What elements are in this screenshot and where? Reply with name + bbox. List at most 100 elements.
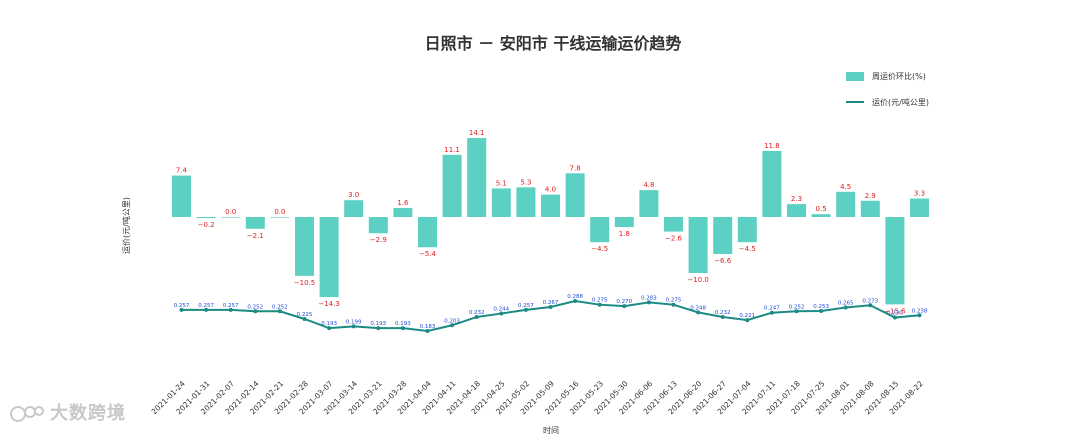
line-point: [769, 310, 774, 315]
bar-data-label: 2.9: [865, 192, 876, 200]
legend-item-line[interactable]: 运价(元/吨公里): [846, 94, 929, 110]
bar: [344, 200, 364, 217]
line-data-label: 0.199: [346, 319, 362, 325]
bar: [295, 217, 314, 276]
bar-data-label: 7.4: [176, 167, 188, 175]
bar: [565, 173, 585, 217]
bar-data-label: 11.1: [444, 146, 460, 154]
line-data-label: 0.283: [641, 295, 657, 301]
bar: [885, 217, 905, 305]
line-data-label: 0.244: [493, 307, 509, 313]
legend: 周运价环比(%) 运价(元/吨公里): [846, 68, 929, 120]
bar: [516, 187, 536, 217]
legend-bar-swatch: [846, 71, 864, 81]
line-data-label: 0.257: [223, 303, 239, 309]
line-point: [720, 314, 725, 319]
bar-data-label: 5.1: [496, 179, 507, 187]
line-point: [327, 326, 332, 331]
line-data-label: 0.193: [321, 321, 337, 327]
line-point: [277, 309, 282, 314]
line-point: [892, 315, 897, 320]
bar: [221, 217, 241, 218]
legend-line-label: 运价(元/吨公里): [872, 97, 929, 107]
bar-data-label: −4.5: [739, 245, 756, 253]
line-data-label: 0.183: [420, 324, 436, 330]
bar-data-label: 14.1: [469, 129, 485, 137]
bar: [688, 217, 708, 273]
line-data-label: 0.257: [174, 303, 190, 309]
line-point: [573, 298, 578, 303]
line-point: [597, 302, 602, 307]
line-data-label: 0.232: [469, 310, 485, 316]
line-point: [622, 304, 627, 309]
line-data-label: 0.252: [789, 304, 805, 310]
line-data-label: 0.193: [370, 321, 386, 327]
bar-data-label: 4.0: [545, 186, 556, 194]
line-point: [843, 305, 848, 310]
line-data-label: 0.253: [813, 304, 829, 310]
bar-data-label: −4.5: [591, 245, 608, 253]
bar-data-label: −10.5: [294, 279, 315, 287]
bar-data-label: −10.0: [687, 276, 708, 284]
line-point: [179, 307, 184, 312]
line-data-label: 0.203: [444, 318, 460, 324]
line-point: [302, 316, 307, 321]
bar: [541, 194, 560, 217]
line-point: [671, 302, 676, 307]
line-point: [228, 307, 233, 312]
line-point: [646, 300, 651, 305]
line-data-label: 0.232: [715, 310, 731, 316]
bar: [467, 138, 487, 217]
bar: [270, 217, 290, 218]
bar: [368, 217, 388, 234]
line-point: [868, 303, 873, 308]
bar-data-label: −2.6: [665, 235, 683, 243]
bar: [910, 198, 929, 217]
legend-item-bar[interactable]: 周运价环比(%): [846, 68, 929, 84]
line-point: [351, 324, 356, 329]
legend-bar-label: 周运价环比(%): [872, 71, 926, 81]
line-data-label: 0.267: [543, 300, 559, 306]
line-data-label: 0.230: [887, 311, 903, 317]
bar-data-label: 11.8: [764, 142, 780, 150]
bar: [393, 208, 413, 217]
bar: [590, 217, 610, 243]
line-point: [917, 313, 922, 318]
legend-line-swatch: [846, 101, 864, 103]
bar: [664, 217, 683, 232]
bar-data-label: 0.0: [225, 208, 236, 216]
bar: [245, 217, 265, 229]
watermark: 大数跨境: [10, 399, 126, 425]
bar-data-label: 2.3: [791, 195, 802, 203]
bar-data-label: 4.8: [643, 181, 654, 189]
line-point: [523, 307, 528, 312]
bar-data-label: 3.3: [914, 190, 925, 198]
bar-data-label: −15.6: [884, 307, 906, 315]
line-data-label: 0.221: [739, 313, 755, 319]
bar: [737, 217, 757, 243]
line-point: [474, 314, 479, 319]
bar-data-label: −6.6: [714, 257, 732, 265]
line-data-label: 0.288: [567, 294, 583, 300]
bar: [713, 217, 733, 254]
line-point: [819, 308, 824, 313]
bar: [860, 200, 880, 217]
line-point: [376, 326, 381, 331]
bar: [196, 217, 216, 219]
line-point: [696, 310, 701, 315]
bar-data-label: 3.0: [348, 191, 359, 199]
line-point: [400, 326, 405, 331]
bar-data-label: 5.3: [520, 178, 531, 186]
line-data-label: 0.275: [666, 298, 682, 304]
line-point: [794, 309, 799, 314]
bar: [762, 150, 782, 217]
line-data-label: 0.238: [912, 308, 928, 314]
line-data-label: 0.275: [592, 298, 608, 304]
chart-title: 日照市 － 安阳市 干线运输运价趋势: [424, 34, 682, 53]
bar: [418, 217, 437, 248]
bar: [614, 217, 634, 228]
bar: [811, 214, 831, 217]
bar: [172, 175, 191, 217]
line-data-label: 0.273: [862, 298, 878, 304]
